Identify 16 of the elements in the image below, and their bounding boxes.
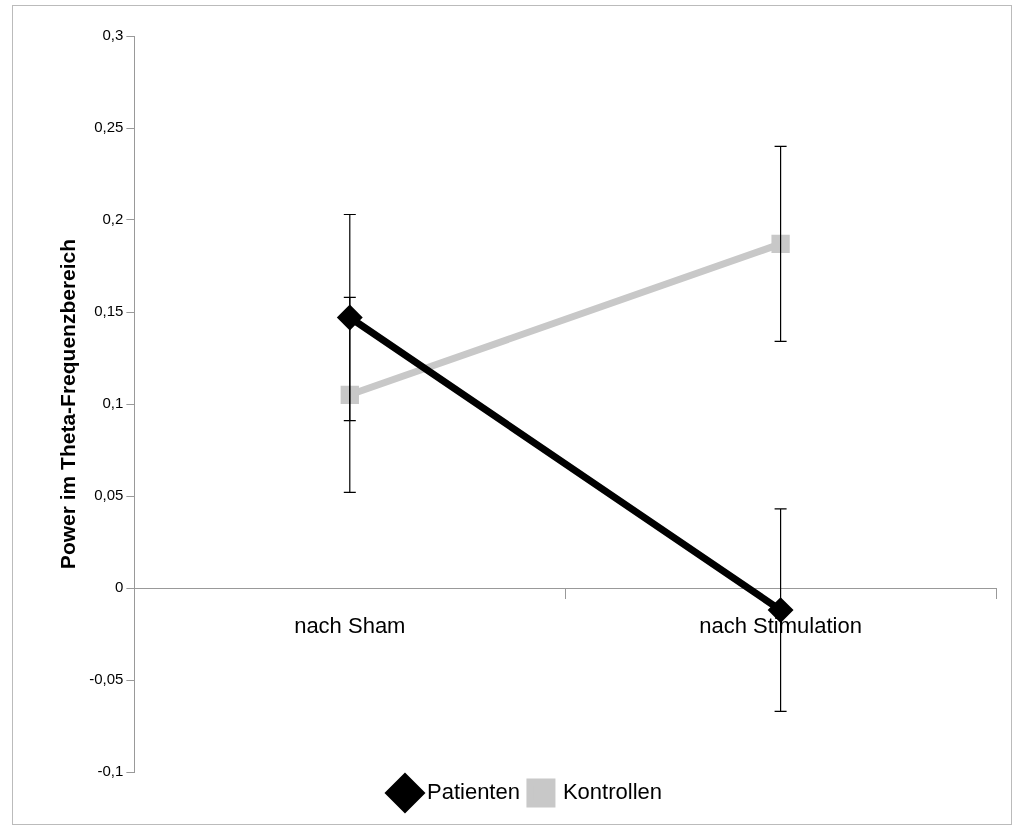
point — [338, 306, 362, 330]
y-tick-label: 0,15 — [94, 302, 124, 320]
y-axis-title: Power im Theta-Frequenzbereich — [56, 238, 80, 570]
y-tick-label: 0 — [115, 578, 124, 596]
point — [771, 234, 790, 254]
legend-label: Patienten — [426, 779, 520, 805]
y-tick-label: -0,1 — [97, 762, 124, 780]
y-tick-label: -0,05 — [89, 670, 124, 688]
y-tick-label: 0,3 — [102, 26, 124, 44]
y-tick-label: 0,2 — [102, 210, 124, 228]
y-tick-label: 0,1 — [102, 394, 124, 412]
y-tick-label: 0,05 — [94, 486, 124, 504]
y-tick-label: 0,25 — [94, 118, 124, 136]
point — [340, 385, 359, 404]
x-tick-label: nach Sham — [294, 613, 406, 639]
legend-label: Kontrollen — [562, 779, 663, 805]
